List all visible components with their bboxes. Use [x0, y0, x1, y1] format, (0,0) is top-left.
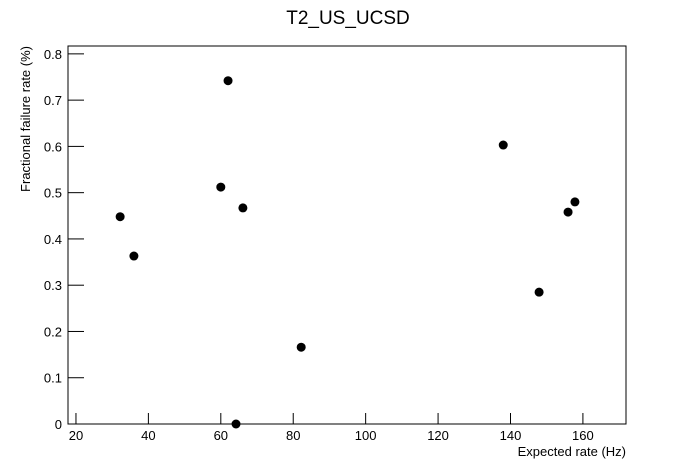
frame [67, 45, 627, 425]
x-tick-label: 20 [69, 428, 83, 443]
y-tick-label: 0 [55, 417, 62, 432]
x-tick-label: 100 [355, 428, 377, 443]
point [231, 419, 241, 429]
x-tick-label: 140 [500, 428, 522, 443]
point [534, 287, 544, 297]
x-tick-label: 40 [141, 428, 155, 443]
y-tick-label: 0.5 [44, 186, 62, 201]
y-tick-label: 0.2 [44, 324, 62, 339]
y-tick-label: 0.6 [44, 139, 62, 154]
y-tick-label: 0.8 [44, 47, 62, 62]
point [216, 182, 226, 192]
y-axis-label: Fractional failure rate (%) [18, 46, 33, 192]
point [570, 197, 580, 207]
x-tick-label: 160 [572, 428, 594, 443]
y-tick-label: 0.4 [44, 232, 62, 247]
y-tick-label: 0.7 [44, 93, 62, 108]
point [115, 212, 125, 222]
point [498, 140, 508, 150]
point [238, 203, 248, 213]
x-axis-label: Expected rate (Hz) [518, 444, 626, 459]
x-tick-label: 120 [427, 428, 449, 443]
point [563, 207, 573, 217]
point [223, 76, 233, 86]
point [296, 342, 306, 352]
x-tick-label: 60 [214, 428, 228, 443]
y-tick-label: 0.1 [44, 371, 62, 386]
x-tick-label: 80 [286, 428, 300, 443]
y-tick-label: 0.3 [44, 278, 62, 293]
chart-title: T2_US_UCSD [286, 8, 410, 29]
point [129, 251, 139, 261]
